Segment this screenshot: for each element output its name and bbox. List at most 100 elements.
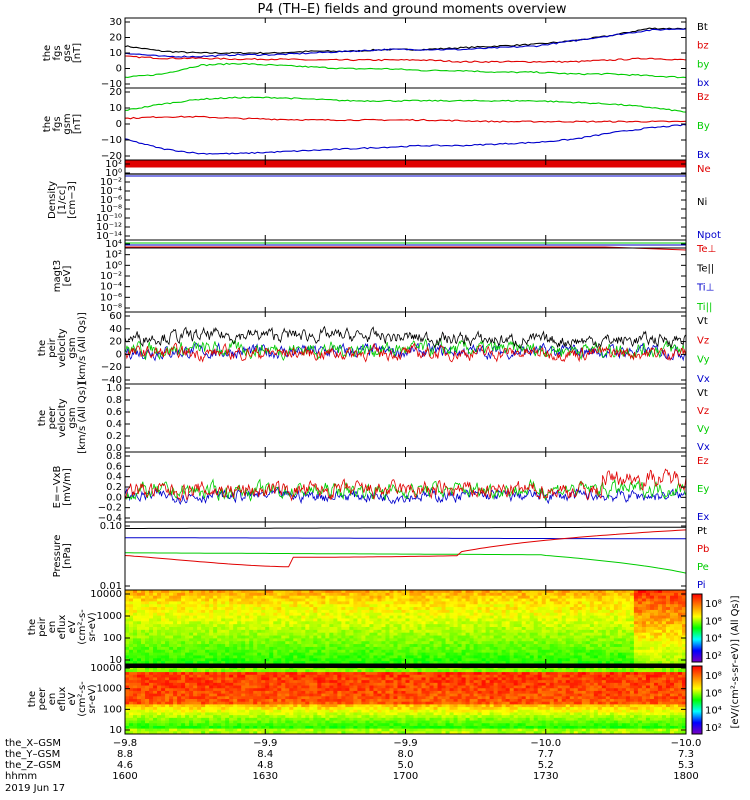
spectrogram-cell — [213, 672, 218, 676]
spectrogram-cell — [257, 661, 262, 664]
spectrogram-cell — [269, 598, 274, 602]
spectrogram-cell — [453, 621, 459, 625]
spectrogram-cell — [469, 644, 475, 648]
spectrogram-cell — [669, 638, 675, 642]
spectrogram-cell — [377, 629, 383, 634]
spectrogram-cell — [249, 644, 254, 648]
spectrogram-cell — [145, 609, 150, 614]
spectrogram-cell — [185, 685, 190, 689]
spectrogram-cell — [337, 615, 342, 620]
spectrogram-cell — [133, 709, 138, 714]
spectrogram-cell — [537, 652, 543, 657]
spectrogram-cell — [393, 655, 399, 659]
spectrogram-cell — [461, 655, 467, 659]
spectrogram-cell — [577, 621, 583, 625]
spectrogram-cell — [201, 685, 206, 689]
spectrogram-cell — [493, 652, 499, 657]
spectrogram-cell — [641, 638, 647, 642]
spectrogram-cell — [193, 658, 198, 662]
spectrogram-cell — [189, 615, 194, 620]
spectrogram-cell — [233, 629, 238, 634]
spectrogram-cell — [177, 690, 182, 695]
spectrogram-cell — [561, 649, 567, 654]
spectrogram-cell — [253, 615, 258, 620]
spectrogram-cell — [249, 612, 254, 617]
spectrogram-cell — [601, 649, 607, 654]
spectrogram-cell — [661, 592, 667, 597]
spectrogram-cell — [185, 709, 190, 714]
spectrogram-cell — [213, 693, 218, 697]
spectrogram-cell — [525, 612, 531, 617]
spectrogram-cell — [125, 661, 130, 664]
spectrogram-cell — [537, 590, 543, 594]
spectrogram-cell — [261, 688, 266, 692]
spectrogram-cell — [441, 624, 447, 628]
spectrogram-cell — [209, 715, 214, 719]
spectrogram-cell — [173, 598, 178, 602]
spectrogram-cell — [225, 696, 230, 700]
spectrogram-cell — [665, 655, 671, 659]
spectrogram-cell — [609, 649, 615, 654]
y-axis-label-line: velocity — [57, 398, 68, 437]
spectrogram-cell — [309, 627, 314, 631]
spectrogram-cell — [193, 720, 198, 724]
spectrogram-cell — [457, 635, 463, 639]
spectrogram-cell — [669, 609, 675, 614]
spectrogram-cell — [193, 595, 198, 600]
spectrogram-cell — [525, 604, 531, 608]
spectrogram-cell — [617, 629, 623, 634]
spectrogram-cell — [441, 615, 447, 620]
spectrogram-cell — [633, 598, 639, 602]
spectrogram-cell — [469, 592, 475, 597]
spectrogram-cell — [349, 618, 355, 622]
spectrogram-cell — [457, 592, 463, 597]
spectrogram-cell — [281, 629, 286, 634]
spectrogram-cell — [309, 609, 314, 614]
spectrogram-cell — [457, 627, 463, 631]
spectrogram-cell — [157, 699, 162, 703]
spectrogram-cell — [217, 592, 222, 597]
spectrogram-cell — [597, 592, 603, 597]
spectrogram-cell — [233, 658, 238, 662]
spectrogram-cell — [469, 601, 475, 605]
spectrogram-cell — [445, 644, 451, 648]
spectrogram-cell — [181, 661, 186, 664]
spectrogram-cell — [505, 655, 511, 659]
spectrogram-cell — [541, 598, 547, 602]
spectrogram-cell — [485, 658, 491, 662]
spectrogram-cell — [245, 666, 250, 670]
spectrogram-cell — [261, 612, 266, 617]
spectrogram-cell — [605, 598, 611, 602]
spectrogram-cell — [673, 601, 679, 605]
spectrogram-cell — [337, 655, 342, 659]
spectrogram-cell — [129, 635, 134, 639]
spectrogram-cell — [281, 655, 286, 659]
spectrogram-cell — [237, 601, 242, 605]
spectrogram-cell — [209, 607, 214, 611]
spectrogram-cell — [141, 635, 146, 639]
spectrogram-cell — [329, 641, 334, 645]
spectrogram-cell — [157, 604, 162, 608]
spectrogram-cell — [233, 669, 238, 673]
spectrogram-cell — [497, 598, 503, 602]
spectrogram-cell — [621, 646, 627, 651]
spectrogram-cell — [609, 658, 615, 662]
spectrogram-cell — [133, 607, 138, 611]
spectrogram-cell — [385, 592, 391, 597]
spectrogram-cell — [633, 661, 639, 664]
spectrogram-cell — [157, 712, 162, 716]
spectrogram-cell — [225, 712, 230, 716]
spectrogram-cell — [333, 592, 338, 597]
y-axis-label-line: [1/cc] — [57, 186, 68, 215]
spectrogram-cell — [449, 638, 455, 642]
spectrogram-cell — [361, 627, 367, 631]
spectrogram-cell — [249, 682, 254, 687]
spectrogram-cell — [637, 646, 643, 651]
spectrogram-cell — [613, 590, 619, 594]
spectrogram-cell — [353, 649, 359, 654]
spectrogram-cell — [149, 624, 154, 628]
spectrogram-cell — [421, 658, 427, 662]
spectrogram-cell — [365, 652, 371, 657]
spectrogram-cell — [137, 712, 142, 716]
spectrogram-cell — [193, 618, 198, 622]
